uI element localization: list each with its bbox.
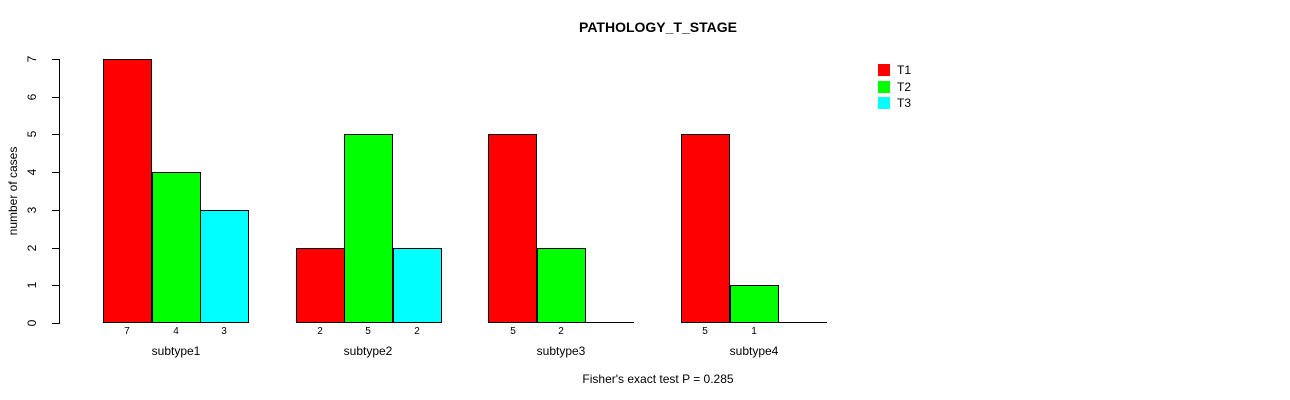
y-tick bbox=[52, 285, 59, 286]
bar-subtype4-T2 bbox=[730, 285, 779, 323]
legend-label-T3: T3 bbox=[897, 96, 912, 110]
y-tick bbox=[52, 134, 59, 135]
y-tick-label: 7 bbox=[25, 55, 39, 63]
bar-subtype3-T3 bbox=[585, 322, 634, 323]
y-tick bbox=[52, 210, 59, 211]
y-axis-line bbox=[59, 59, 60, 324]
legend-label-T2: T2 bbox=[897, 80, 912, 94]
bar-value-label: 2 bbox=[558, 326, 564, 337]
y-tick bbox=[52, 248, 59, 249]
bar-subtype2-T1 bbox=[296, 248, 345, 323]
category-label-subtype2: subtype2 bbox=[343, 344, 393, 358]
y-tick-label: 0 bbox=[25, 319, 39, 327]
category-label-subtype4: subtype4 bbox=[729, 344, 779, 358]
bar-subtype1-T2 bbox=[152, 172, 201, 323]
bar-subtype4-T1 bbox=[681, 134, 730, 323]
legend-label-T1: T1 bbox=[897, 63, 912, 77]
chart-title: PATHOLOGY_T_STAGE bbox=[579, 19, 737, 35]
y-tick bbox=[52, 97, 59, 98]
bar-subtype1-T1 bbox=[103, 59, 152, 323]
bar-value-label: 4 bbox=[173, 326, 179, 337]
bar-value-label: 2 bbox=[317, 326, 323, 337]
y-tick bbox=[52, 323, 59, 324]
y-tick bbox=[52, 59, 59, 60]
bar-subtype3-T2 bbox=[537, 248, 586, 323]
category-label-subtype1: subtype1 bbox=[151, 344, 201, 358]
y-tick-label: 3 bbox=[25, 206, 39, 214]
bar-value-label: 7 bbox=[124, 326, 130, 337]
bar-value-label: 5 bbox=[702, 326, 708, 337]
y-tick bbox=[52, 172, 59, 173]
bar-subtype1-T3 bbox=[200, 210, 249, 323]
y-tick-label: 6 bbox=[25, 93, 39, 101]
y-axis-label: number of cases bbox=[6, 146, 20, 236]
bar-value-label: 5 bbox=[510, 326, 516, 337]
y-tick-label: 4 bbox=[25, 168, 39, 176]
bar-value-label: 1 bbox=[751, 326, 757, 337]
y-tick-label: 5 bbox=[25, 130, 39, 138]
legend-swatch-T1 bbox=[878, 64, 890, 76]
legend-swatch-T3 bbox=[878, 97, 890, 109]
category-label-subtype3: subtype3 bbox=[536, 344, 586, 358]
stat-test-caption: Fisher's exact test P = 0.285 bbox=[582, 372, 734, 386]
bar-value-label: 3 bbox=[221, 326, 227, 337]
bar-subtype4-T3 bbox=[778, 322, 827, 323]
legend-swatch-T2 bbox=[878, 81, 890, 93]
bar-value-label: 2 bbox=[414, 326, 420, 337]
y-tick-label: 1 bbox=[25, 281, 39, 289]
bar-subtype2-T2 bbox=[344, 134, 393, 323]
y-tick-label: 2 bbox=[25, 244, 39, 252]
bar-subtype2-T3 bbox=[393, 248, 442, 323]
bar-value-label: 5 bbox=[365, 326, 371, 337]
bar-subtype3-T1 bbox=[488, 134, 537, 323]
